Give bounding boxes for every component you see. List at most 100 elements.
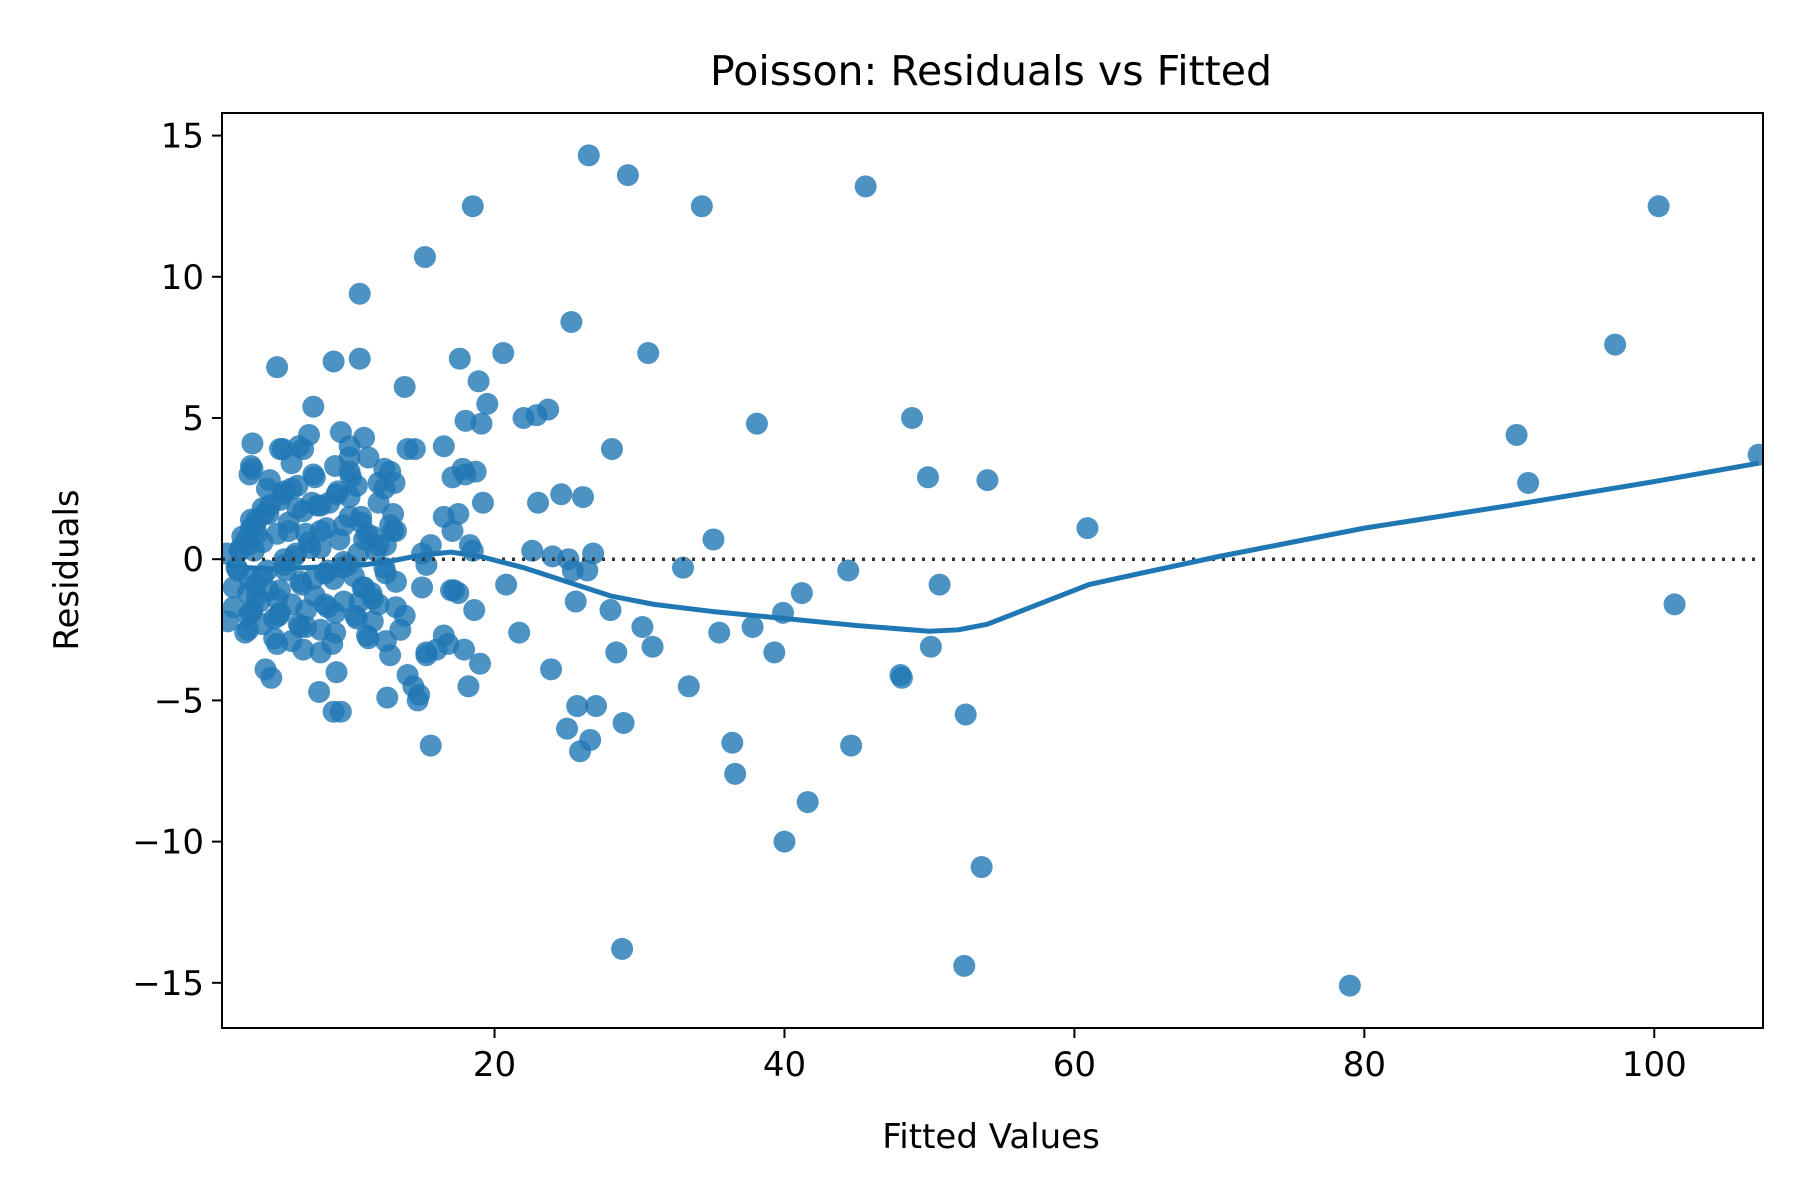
data-point	[916, 466, 939, 489]
data-point	[464, 460, 487, 483]
axis-ticks: 20 40 60 80 100 15 10 5 0 −5 −10 −15	[132, 117, 1686, 1085]
chart-title: Poisson: Residuals vs Fitted	[710, 47, 1272, 95]
data-point	[357, 627, 380, 650]
data-point	[976, 469, 999, 492]
data-point	[577, 144, 600, 167]
data-point	[471, 491, 494, 514]
data-point	[322, 350, 345, 373]
data-point	[350, 505, 373, 528]
data-point	[353, 426, 376, 449]
data-point	[1747, 443, 1763, 466]
y-tick-label: −15	[132, 964, 204, 1004]
data-point	[672, 556, 694, 579]
data-point	[241, 432, 264, 455]
data-point	[702, 528, 725, 551]
data-point	[357, 446, 380, 469]
data-point	[773, 830, 796, 853]
data-point	[1663, 593, 1686, 616]
data-point	[289, 615, 312, 638]
data-point	[332, 514, 355, 537]
data-point	[348, 590, 371, 613]
data-point	[600, 438, 623, 461]
data-point	[292, 438, 315, 461]
data-point	[403, 438, 426, 461]
data-point	[329, 700, 352, 723]
data-point	[374, 562, 397, 585]
data-point	[919, 635, 942, 658]
y-tick-label: −10	[132, 823, 204, 863]
plot-area	[222, 144, 1763, 997]
data-point	[292, 638, 315, 661]
axes-frame	[221, 112, 1764, 1029]
data-point	[605, 641, 628, 664]
data-point	[453, 638, 476, 661]
data-point	[790, 582, 813, 605]
data-point	[495, 573, 518, 596]
data-point	[527, 491, 550, 514]
y-tick-label: 10	[161, 258, 204, 298]
data-point	[348, 282, 371, 305]
data-point	[677, 675, 700, 698]
data-point	[290, 573, 313, 596]
data-point	[508, 621, 531, 644]
data-point	[470, 412, 493, 435]
data-point	[315, 517, 338, 540]
data-point	[637, 342, 660, 365]
data-point	[257, 579, 280, 602]
data-point	[266, 632, 289, 655]
data-point	[463, 599, 486, 622]
data-point	[612, 712, 635, 734]
y-tick-label: −5	[154, 681, 204, 721]
data-point	[840, 734, 863, 757]
data-point	[253, 503, 276, 526]
data-point	[364, 539, 387, 562]
data-point	[571, 486, 594, 509]
data-point	[476, 392, 499, 415]
data-point	[890, 666, 913, 689]
data-point	[316, 559, 339, 582]
data-point	[1338, 974, 1361, 997]
data-point	[302, 463, 325, 486]
data-point	[1647, 195, 1670, 218]
data-point	[954, 703, 977, 726]
data-point	[521, 539, 544, 562]
x-axis-label: Fitted Values	[882, 1117, 1100, 1157]
x-tick-label: 60	[1053, 1045, 1096, 1085]
data-point	[348, 347, 371, 370]
data-point	[308, 680, 331, 703]
data-point	[566, 695, 589, 718]
data-point	[469, 652, 492, 675]
data-point	[1604, 333, 1627, 356]
y-tick-label: 0	[182, 540, 204, 580]
data-point	[226, 559, 249, 582]
data-point	[721, 731, 744, 754]
data-point	[361, 610, 384, 633]
data-point	[222, 576, 245, 599]
data-point	[576, 559, 599, 582]
data-point	[302, 395, 325, 418]
x-tick-label: 40	[763, 1045, 806, 1085]
data-point	[406, 689, 429, 712]
data-point	[1076, 517, 1099, 540]
data-point	[441, 519, 464, 542]
data-point	[537, 398, 560, 421]
data-point	[854, 175, 877, 198]
data-point	[277, 519, 300, 542]
data-point	[796, 791, 819, 814]
data-point	[300, 491, 323, 514]
data-point	[953, 954, 976, 977]
data-point	[641, 635, 664, 658]
data-point	[268, 601, 291, 624]
data-point	[579, 728, 602, 751]
data-point	[295, 599, 318, 622]
data-point	[260, 666, 283, 689]
data-point	[585, 695, 608, 718]
data-point	[313, 593, 336, 616]
data-point	[599, 599, 622, 622]
data-point	[235, 528, 258, 551]
data-point	[325, 661, 348, 684]
data-point	[616, 164, 639, 187]
data-point	[1517, 471, 1540, 494]
